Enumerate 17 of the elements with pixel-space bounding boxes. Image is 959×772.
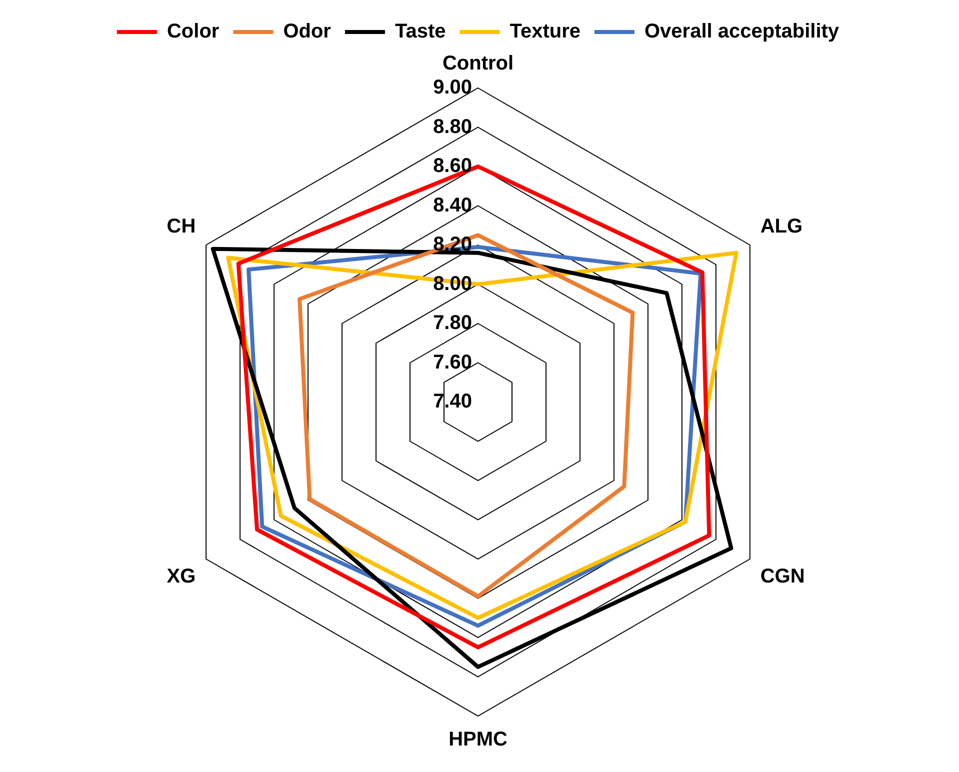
y-tick-label: 7.80	[433, 312, 472, 334]
legend-label: Odor	[283, 20, 332, 43]
spoke-label: CGN	[760, 566, 805, 588]
legend-label: Texture	[510, 20, 580, 43]
legend-label: Taste	[394, 20, 446, 43]
legend-label: Overall acceptability	[644, 20, 840, 43]
legend-label: Color	[166, 20, 220, 43]
spoke-label: CH	[166, 216, 196, 238]
spoke-label: HPMC	[448, 728, 508, 751]
spoke-label: ALG	[760, 216, 803, 238]
y-tick-label: 8.40	[433, 194, 472, 216]
y-tick-label: 7.60	[433, 351, 472, 374]
y-tick-label: 8.80	[433, 116, 472, 138]
y-tick-label: 9.00	[433, 76, 472, 99]
y-tick-label: 8.60	[433, 155, 472, 178]
spoke-label: XG	[166, 566, 196, 588]
spoke-label: Control	[442, 52, 514, 75]
